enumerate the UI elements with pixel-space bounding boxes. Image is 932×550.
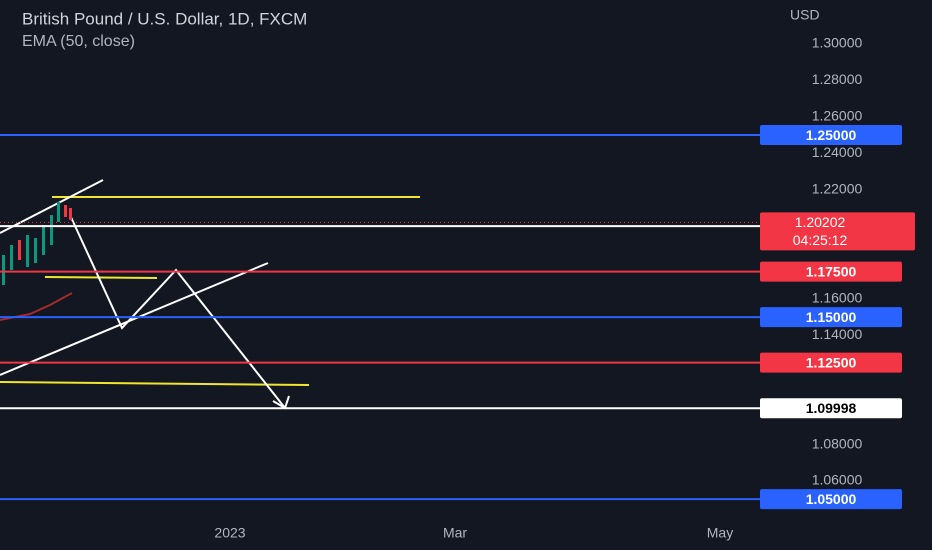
yellow-line [44,276,158,279]
price-tag [760,125,902,146]
y-tick-label: 1.14000 [812,326,863,342]
candle [34,238,37,263]
chart-title: British Pound / U.S. Dollar, 1D, FXCM [22,9,307,28]
y-tick-label: 1.06000 [812,472,863,488]
candle [18,240,21,260]
candle [69,208,72,220]
last-price-label: 1.20202 [795,214,846,230]
y-tick-label: 1.22000 [812,180,863,196]
candle [10,245,13,270]
last-price-tag [760,212,915,251]
candle [64,205,67,217]
candle [2,255,5,285]
price-tag-label: 1.15000 [806,309,857,325]
candle [26,235,29,267]
candle [50,215,53,245]
y-axis-label: USD [790,7,820,23]
countdown-label: 04:25:12 [793,232,848,248]
price-tag-label: 1.09998 [806,400,857,416]
price-tag [760,307,902,328]
indicator-label: EMA (50, close) [22,33,135,50]
candle [57,202,60,222]
price-tag-label: 1.17500 [806,263,857,279]
y-tick-label: 1.30000 [812,35,863,51]
drawings [0,179,420,410]
y-tick-label: 1.16000 [812,290,863,306]
y-tick-label: 1.26000 [812,108,863,124]
price-tag [760,352,902,373]
price-tag-label: 1.25000 [806,127,857,143]
price-tag [760,398,902,419]
x-tick-label: Mar [443,525,467,541]
candle [42,225,45,255]
price-tag [760,261,902,282]
x-tick-label: May [707,525,733,541]
price-tag [760,489,902,510]
price-tag-label: 1.05000 [806,491,857,507]
candles [2,202,72,285]
y-tick-label: 1.24000 [812,144,863,160]
trend-line [0,262,269,376]
x-tick-label: 2023 [214,525,245,541]
trend-line [0,179,104,234]
y-tick-label: 1.28000 [812,71,863,87]
price-tag-label: 1.12500 [806,354,857,370]
yellow-line [0,381,310,386]
y-tick-label: 1.08000 [812,435,863,451]
